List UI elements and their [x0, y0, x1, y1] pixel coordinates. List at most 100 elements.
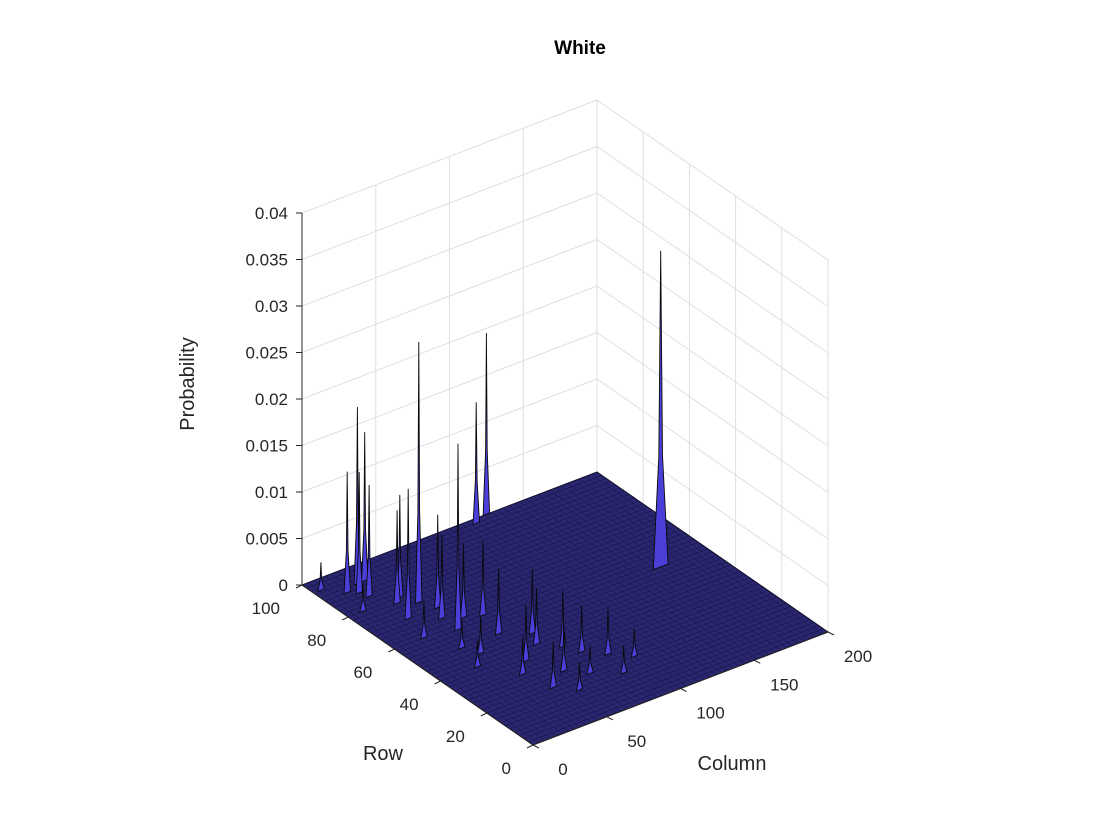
- x-tick-label: 50: [627, 732, 646, 751]
- x-tick-label: 100: [696, 704, 724, 723]
- surface-mesh-column: [514, 503, 746, 664]
- gridline-back-z: [596, 239, 829, 400]
- surface-mesh-column: [467, 521, 699, 682]
- surface-peak: [575, 661, 584, 692]
- y-tick-mark: [434, 680, 441, 685]
- surface-peak: [473, 638, 482, 669]
- z-tick-label: 0.025: [245, 344, 288, 363]
- surface-peak: [586, 645, 594, 676]
- y-tick-mark: [388, 648, 395, 653]
- surface-peak: [522, 604, 530, 663]
- surface-peak: [454, 443, 462, 632]
- surface-mesh-column: [567, 483, 799, 644]
- surface-mesh-column: [437, 532, 669, 694]
- z-tick-label: 0.03: [255, 297, 288, 316]
- x-axis-label: Column: [698, 753, 767, 775]
- surface-mesh-column: [561, 485, 793, 646]
- surface-mesh-column: [337, 571, 569, 732]
- surface-mesh-column: [366, 559, 599, 721]
- z-tick-label: 0.005: [245, 530, 288, 549]
- gridline-back-z: [596, 425, 829, 586]
- surface-peak: [577, 605, 586, 654]
- surface-peak: [482, 332, 491, 517]
- surface-mesh-column: [596, 471, 829, 633]
- surface-peak: [317, 562, 325, 593]
- surface-mesh-column: [331, 573, 563, 734]
- surface-peak: [404, 488, 412, 621]
- surface-mesh-column: [555, 487, 787, 649]
- surface-mesh-column: [579, 478, 811, 640]
- surface-mesh-column: [526, 498, 758, 660]
- surface-peak: [532, 588, 541, 647]
- surface-mesh-column: [413, 541, 646, 703]
- x-tick-label: 0: [558, 760, 567, 779]
- surface-mesh-column: [531, 496, 764, 658]
- axis-layer: 0 50 100 150 200 0 20 40 60 80 100 0 0.005 0.01 0.015 0…: [245, 204, 872, 779]
- z-tick-label: 0.035: [245, 251, 288, 270]
- surface-mesh-column: [537, 494, 770, 655]
- surface-mesh-column: [372, 557, 604, 719]
- surface-mesh-column: [590, 474, 823, 635]
- surface-mesh-column: [455, 525, 687, 687]
- surface-mesh-column: [319, 577, 551, 739]
- surface-mesh-column: [402, 546, 634, 707]
- gridline-back-z: [596, 146, 829, 307]
- surface-layer: [300, 250, 830, 746]
- surface-mesh-column: [472, 519, 705, 680]
- surface-peak: [619, 645, 628, 675]
- x-tick-mark: [827, 631, 835, 636]
- surface-mesh-column: [549, 489, 781, 651]
- surface-mesh-column: [496, 510, 728, 671]
- surface-mesh-column: [461, 523, 693, 685]
- surface-peak: [479, 540, 487, 617]
- y-tick-label: 20: [446, 727, 465, 746]
- z-tick-label: 0.02: [255, 390, 288, 409]
- y-axis-line: [301, 584, 534, 746]
- surface-peak: [359, 583, 367, 614]
- gridline-back-z: [596, 332, 829, 493]
- surface-mesh-column: [484, 514, 717, 676]
- surface-peak: [396, 494, 404, 600]
- surface-mesh-column: [449, 528, 681, 689]
- x-tick-mark: [754, 659, 761, 664]
- surface-peak: [343, 471, 351, 595]
- surface-mesh-column: [520, 501, 752, 662]
- surface-mesh-column: [502, 507, 734, 669]
- y-tick-label: 0: [502, 759, 511, 778]
- surface-peak: [476, 615, 485, 656]
- surface-peak: [415, 341, 423, 605]
- surface-peak: [472, 402, 480, 526]
- y-tick-label: 40: [400, 695, 419, 714]
- chart-title: White: [554, 38, 606, 59]
- surface-peak: [393, 510, 401, 606]
- surface-mesh-column: [307, 582, 540, 743]
- surface-mesh-column: [508, 505, 740, 667]
- x-tick-mark: [606, 716, 614, 721]
- surface-mesh-column: [585, 476, 817, 637]
- z-tick-label: 0.04: [255, 204, 288, 223]
- surface-peak: [518, 637, 527, 677]
- surface-peak: [420, 600, 428, 640]
- gridline-back-z: [596, 192, 829, 354]
- gridline-back-z: [596, 285, 829, 447]
- surface-mesh-column: [408, 544, 640, 705]
- surface-mesh-column: [390, 550, 622, 712]
- surface-mesh-column: [425, 537, 658, 698]
- surface-mesh-column: [478, 516, 711, 678]
- surface-mesh-column: [396, 548, 628, 710]
- surface-peak: [355, 471, 363, 595]
- y-tick-label: 60: [353, 663, 372, 682]
- x-tick-mark: [532, 744, 540, 749]
- surface-mesh-column: [490, 512, 722, 673]
- surface-peak: [630, 628, 639, 659]
- z-tick-label: 0.015: [245, 437, 288, 456]
- gridline-back-z: [596, 99, 829, 261]
- surface-peak: [361, 431, 369, 583]
- y-tick-mark: [526, 744, 534, 749]
- surface-peak: [438, 534, 446, 621]
- x-tick-label: 200: [844, 647, 872, 666]
- z-axis-label: Probability: [177, 337, 199, 430]
- surface-mesh-column: [443, 530, 675, 692]
- y-tick-mark: [480, 712, 488, 717]
